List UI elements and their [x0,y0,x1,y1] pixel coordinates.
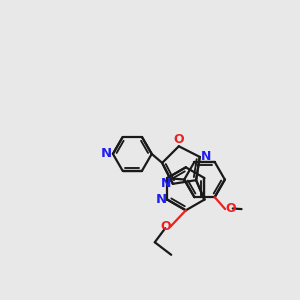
Text: N: N [161,177,172,190]
Text: O: O [160,220,170,232]
Text: O: O [225,202,236,215]
Text: N: N [101,147,112,161]
Text: N: N [201,150,212,164]
Text: N: N [155,193,167,206]
Text: O: O [173,133,184,146]
